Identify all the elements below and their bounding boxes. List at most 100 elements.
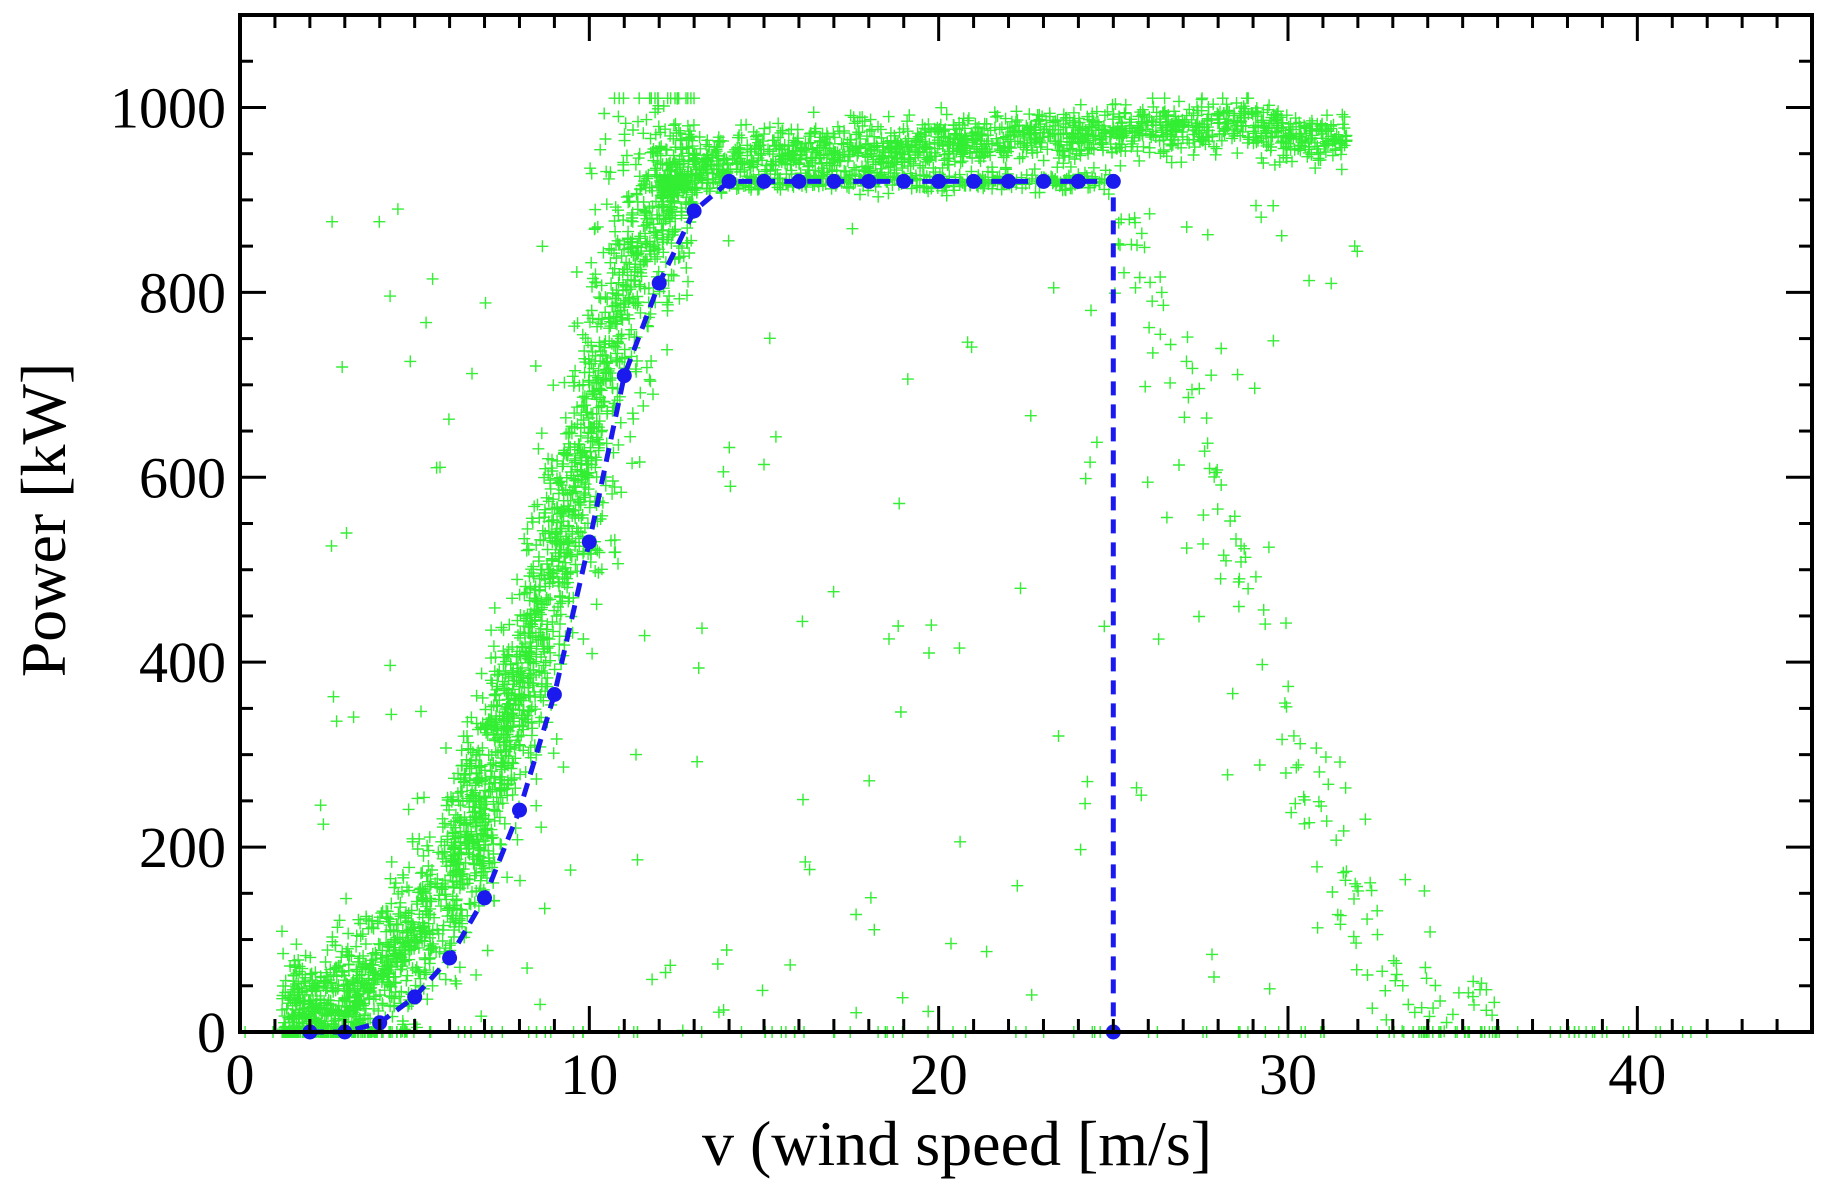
scatter-point [1011, 879, 1024, 892]
scatter-point [1175, 141, 1188, 154]
scatter-point [1420, 972, 1433, 985]
scatter-point [544, 482, 557, 495]
scatter-point [696, 174, 709, 187]
scatter-point [595, 563, 608, 576]
scatter-point [383, 990, 396, 1002]
scatter-point [434, 461, 446, 474]
scatter-point [1146, 346, 1159, 359]
scatter-point [468, 858, 481, 871]
scatter-point [634, 263, 647, 276]
scatter-point [681, 171, 694, 184]
scatter-point [297, 977, 310, 989]
scatter-point [614, 298, 627, 311]
scatter-point [1200, 124, 1213, 137]
scatter-point [749, 130, 762, 143]
scatter-point [1011, 114, 1024, 127]
scatter-point [1337, 824, 1350, 837]
scatter-point [530, 799, 543, 812]
scatter-point [574, 496, 587, 509]
power-curve-point [546, 687, 562, 702]
y-tick-label: 600 [139, 445, 226, 510]
scatter-point [587, 422, 600, 435]
scatter-point [537, 659, 550, 672]
scatter-point [521, 522, 534, 535]
scatter-point [1339, 781, 1352, 794]
scatter-point [1351, 880, 1363, 893]
scatter-point [388, 881, 401, 894]
scatter-point [332, 1012, 345, 1025]
scatter-point [1228, 510, 1241, 523]
scatter-point [698, 152, 710, 165]
scatter-point [1486, 1009, 1499, 1022]
scatter-point [1214, 572, 1227, 585]
scatter-point [650, 195, 662, 208]
scatter-point [1371, 928, 1384, 941]
scatter-point [902, 140, 915, 153]
scatter-point [995, 183, 1008, 196]
scatter-point [1262, 138, 1275, 151]
scatter-point [515, 712, 528, 724]
scatter-point [445, 937, 458, 950]
scatter-point [321, 944, 334, 957]
scatter-point [922, 1005, 935, 1018]
scatter-point [506, 720, 519, 733]
scatter-point [474, 828, 487, 841]
scatter-point [807, 106, 820, 119]
scatter-point [650, 145, 662, 157]
scatter-point [863, 774, 876, 787]
scatter-point [491, 805, 504, 818]
scatter-point [453, 920, 465, 933]
scatter-point [1319, 751, 1332, 764]
scatter-point [495, 838, 508, 851]
scatter-point [567, 591, 580, 604]
scatter-point [385, 897, 398, 910]
scatter-point [1249, 105, 1262, 118]
scatter-point [371, 915, 384, 928]
scatter-point [501, 698, 514, 710]
scatter-point [465, 711, 478, 724]
scatter-point [953, 168, 966, 181]
scatter-point [625, 323, 638, 336]
scatter-point [472, 723, 484, 736]
scatter-point [1331, 908, 1344, 921]
scatter-point [551, 472, 563, 485]
scatter-point [632, 247, 645, 260]
power-curve-point [512, 802, 527, 818]
scatter-point [712, 1006, 725, 1019]
scatter-point [1273, 156, 1286, 168]
scatter-point [747, 155, 760, 168]
scatter-point [574, 429, 587, 442]
scatter-point [1138, 241, 1151, 254]
scatter-point [1320, 815, 1333, 828]
scatter-point [412, 941, 425, 954]
scatter-point [668, 225, 681, 238]
scatter-point [1085, 304, 1097, 317]
scatter-point [576, 328, 589, 341]
scatter-point [842, 145, 855, 158]
scatter-point [331, 921, 344, 934]
scatter-point [569, 364, 582, 377]
scatter-point [1250, 199, 1262, 212]
scatter-point [1260, 124, 1273, 137]
scatter-point [1180, 355, 1193, 368]
scatter-point [1280, 131, 1293, 144]
scatter-point [1111, 122, 1124, 135]
scatter-point [1033, 133, 1046, 146]
scatter-point [523, 667, 535, 680]
scatter-point [530, 773, 543, 785]
scatter-point [706, 173, 719, 186]
scatter-point [539, 573, 551, 586]
scatter-point [1049, 173, 1062, 186]
power-curve-point [686, 203, 702, 219]
scatter-point [1249, 119, 1262, 132]
scatter-point [419, 964, 432, 977]
scatter-point [555, 546, 567, 559]
scatter-point [1418, 884, 1431, 897]
scatter-point [827, 144, 840, 157]
scatter-point [1074, 843, 1087, 856]
scatter-point [1206, 948, 1218, 961]
scatter-point [566, 370, 579, 383]
scatter-point [589, 276, 601, 289]
scatter-point [382, 912, 394, 925]
scatter-point [1267, 334, 1280, 347]
